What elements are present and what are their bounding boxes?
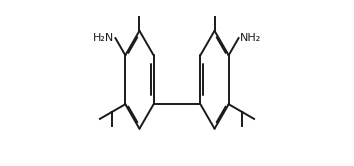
- Text: NH₂: NH₂: [239, 33, 261, 43]
- Text: H₂N: H₂N: [93, 33, 115, 43]
